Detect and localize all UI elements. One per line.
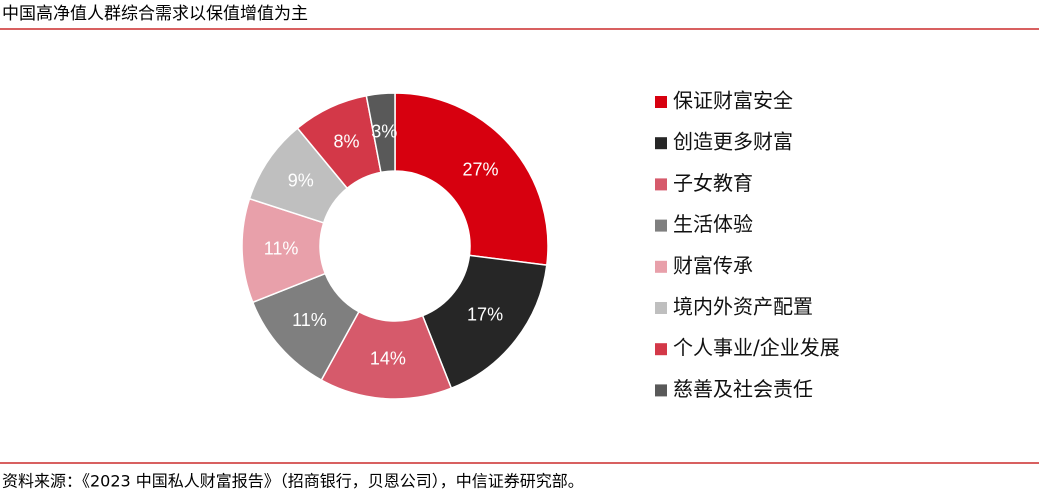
value-label: 9% (288, 171, 314, 191)
slice (394, 92, 549, 267)
legend-swatch (655, 384, 667, 397)
value-label: 17% (467, 305, 503, 325)
legend-label: 创造更多财富 (673, 130, 793, 154)
value-label: 3% (371, 121, 397, 141)
chart-title: 中国高净值人群综合需求以保值增值为主 (2, 4, 308, 24)
legend-label: 财富传承 (673, 253, 753, 277)
legend-label: 境内外资产配置 (673, 295, 813, 319)
value-label: 8% (333, 132, 359, 152)
legend-label: 生活体验 (673, 212, 753, 236)
legend-label: 个人事业/企业发展 (673, 336, 840, 360)
value-label: 11% (292, 310, 327, 330)
legend-swatch (655, 302, 667, 314)
legend-label: 慈善及社会责任 (673, 377, 813, 401)
legend-swatch (655, 219, 667, 232)
value-label: 11% (264, 238, 299, 258)
value-label: 14% (370, 349, 406, 369)
legend-swatch (655, 178, 667, 191)
value-label: 27% (462, 159, 498, 179)
slice (365, 92, 396, 174)
legend-swatch (655, 343, 667, 356)
legend-swatch (655, 96, 667, 108)
legend-swatch (655, 137, 667, 150)
source-note: 资料来源：《2023 中国私人财富报告》（招商银行，贝恩公司），中信证券研究部。 (2, 472, 584, 491)
legend-label: 子女教育 (673, 171, 753, 195)
legend-label: 保证财富安全 (673, 89, 793, 113)
legend-swatch (655, 260, 667, 273)
